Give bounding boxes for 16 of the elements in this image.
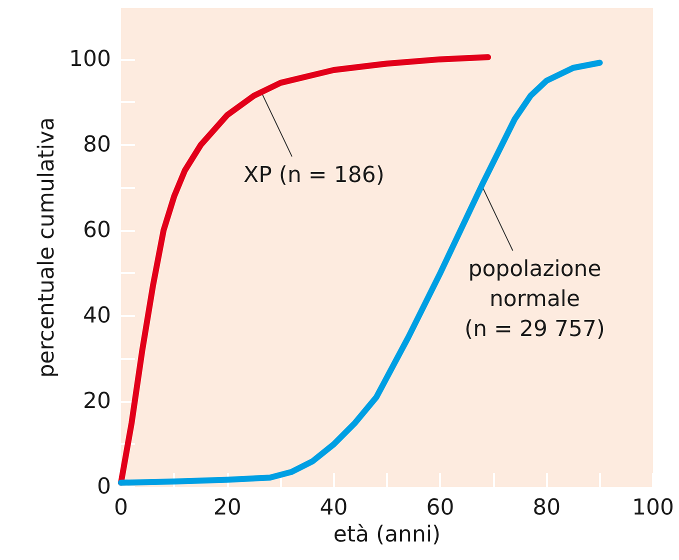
x-tick-label: 0 bbox=[114, 496, 128, 520]
x-axis-title: età (anni) bbox=[333, 522, 441, 548]
x-tick-label: 20 bbox=[213, 496, 242, 520]
annotation: popolazione normale (n = 29 757) bbox=[464, 257, 606, 342]
x-tick-label: 60 bbox=[426, 496, 454, 520]
y-tick-label: 20 bbox=[83, 388, 111, 414]
annotation: XP (n = 186) bbox=[244, 163, 384, 188]
y-tick-label: 100 bbox=[69, 46, 111, 72]
x-tick-label: 80 bbox=[532, 496, 561, 520]
x-tick-label: 100 bbox=[632, 496, 674, 520]
y-tick-label: 0 bbox=[97, 474, 111, 500]
y-tick-label: 60 bbox=[83, 218, 111, 243]
x-tick-label: 40 bbox=[320, 496, 348, 520]
y-tick-label: 40 bbox=[83, 303, 111, 328]
y-axis-title: percentuale cumulativa bbox=[34, 117, 60, 378]
y-tick-label: 80 bbox=[83, 132, 111, 158]
